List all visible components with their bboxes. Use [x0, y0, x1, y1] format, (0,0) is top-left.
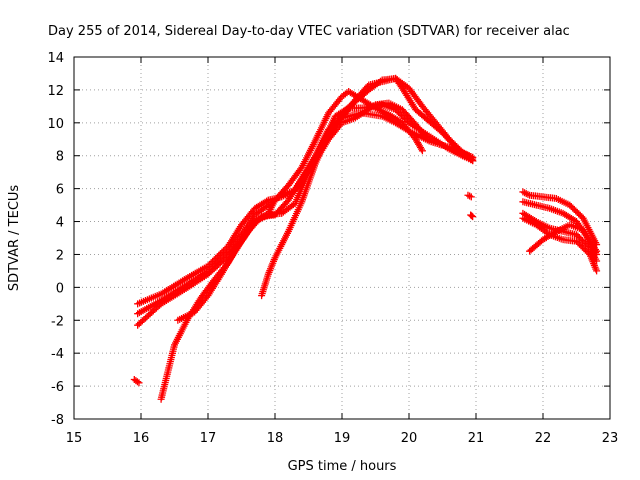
y-tick-label: 6	[56, 183, 64, 198]
data-point	[521, 189, 529, 197]
x-tick-labels: 15 16 17 18 19 20 21 22 23	[66, 431, 619, 446]
data-point	[468, 212, 476, 220]
axis-ticks	[73, 56, 611, 420]
series-track-6	[258, 74, 477, 300]
data-point	[133, 378, 141, 386]
y-tick-label: 12	[47, 84, 64, 99]
y-tick-label: -4	[51, 347, 64, 362]
series-track-9	[467, 211, 477, 221]
y-tick-label: -6	[51, 380, 64, 395]
y-tick-label: 14	[47, 51, 64, 66]
data-points	[130, 74, 601, 403]
data-point	[519, 188, 527, 196]
x-tick-label: 16	[133, 431, 150, 446]
data-point	[468, 156, 476, 164]
x-tick-label: 19	[334, 431, 351, 446]
y-tick-label: 10	[47, 117, 64, 132]
data-point	[135, 379, 143, 387]
y-tick-label: 2	[56, 248, 64, 263]
x-tick-label: 20	[401, 431, 418, 446]
chart-title: Day 255 of 2014, Sidereal Day-to-day VTE…	[48, 24, 570, 39]
x-axis-label: GPS time / hours	[288, 459, 397, 474]
data-point	[469, 213, 477, 221]
data-point	[551, 228, 559, 236]
series-track-5	[157, 88, 426, 403]
series-track-4	[174, 74, 477, 324]
series-track-8	[464, 191, 475, 201]
y-tick-label: 8	[56, 150, 64, 165]
x-tick-label: 15	[66, 431, 83, 446]
x-tick-label: 17	[200, 431, 217, 446]
data-point	[370, 103, 378, 111]
y-tick-label: -8	[51, 413, 64, 428]
series-track-13	[519, 214, 601, 275]
y-tick-label: 4	[56, 216, 64, 231]
x-tick-label: 21	[468, 431, 485, 446]
x-tick-label: 18	[267, 431, 284, 446]
data-point	[297, 165, 305, 173]
data-point	[522, 190, 530, 198]
data-point	[466, 192, 474, 200]
data-point	[469, 157, 477, 165]
data-point	[524, 190, 532, 198]
data-point	[464, 191, 472, 199]
data-point	[417, 145, 425, 153]
series-track-14	[526, 221, 601, 258]
series-track-3	[134, 99, 477, 329]
series-track-10	[519, 188, 601, 249]
y-tick-label: 0	[56, 281, 64, 296]
x-tick-label: 22	[535, 431, 552, 446]
y-tick-labels: -8 -6 -4 -2 0 2 4 6 8 10 12 14	[47, 51, 64, 428]
series-track-7	[130, 376, 143, 387]
data-point	[593, 267, 601, 275]
y-axis-label: SDTVAR / TECUs	[7, 185, 22, 292]
x-tick-label: 23	[602, 431, 619, 446]
data-point	[467, 193, 475, 201]
data-point	[418, 147, 426, 155]
data-point	[593, 250, 601, 258]
y-tick-label: -2	[51, 314, 64, 329]
